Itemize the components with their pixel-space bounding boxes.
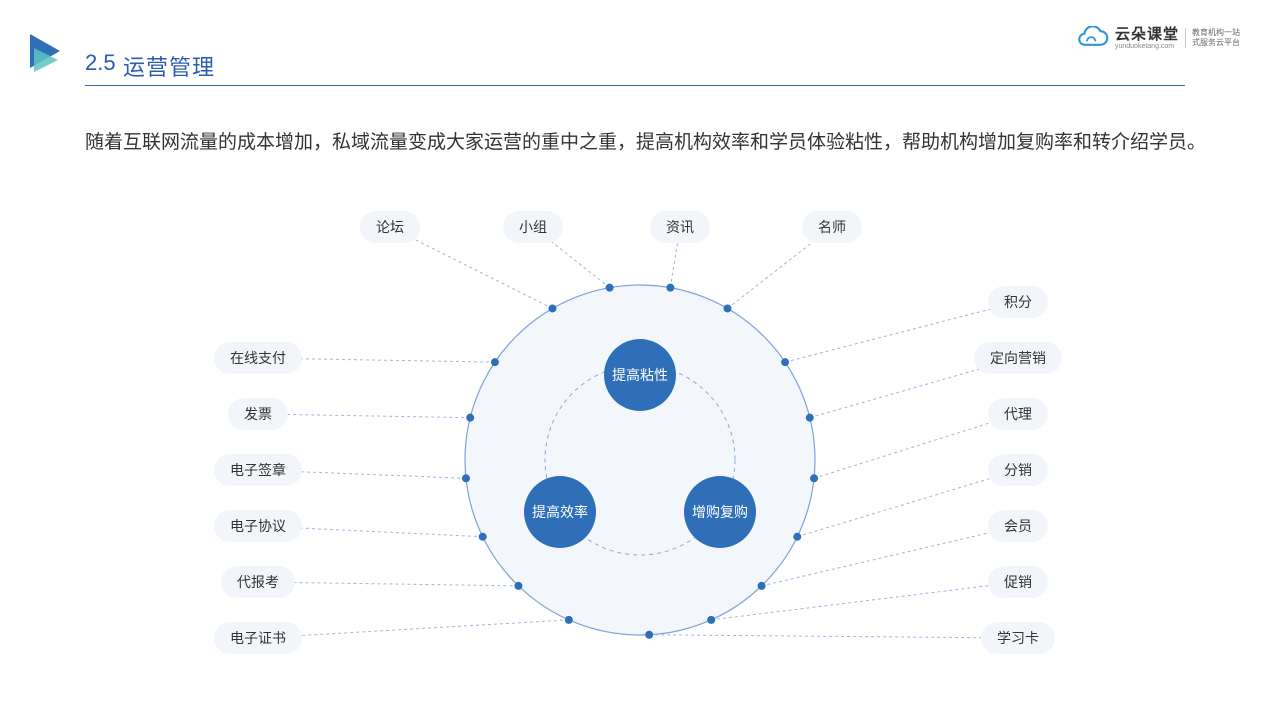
feature-pill: 分销 (988, 454, 1048, 486)
feature-pill: 代报考 (221, 566, 295, 598)
feature-pill: 资讯 (650, 211, 710, 243)
feature-pill: 发票 (228, 398, 288, 430)
feature-pill: 电子签章 (214, 454, 302, 486)
hub-node: 提高效率 (524, 476, 596, 548)
hub-node: 增购复购 (684, 476, 756, 548)
feature-pill: 学习卡 (981, 622, 1055, 654)
diagram-labels: 论坛 小组 资讯 名师积分定向营销代理分销会员促销学习卡 电子证书 代报考 电子协议 电子签章… (0, 0, 1280, 720)
feature-pill: 积分 (988, 286, 1048, 318)
feature-pill: 定向营销 (974, 342, 1062, 374)
feature-pill: 论坛 (360, 211, 420, 243)
feature-pill: 小组 (503, 211, 563, 243)
feature-pill: 名师 (802, 211, 862, 243)
feature-pill: 会员 (988, 510, 1048, 542)
feature-pill: 促销 (988, 566, 1048, 598)
feature-pill: 代理 (988, 398, 1048, 430)
feature-pill: 电子证书 (214, 622, 302, 654)
feature-pill: 电子协议 (214, 510, 302, 542)
feature-pill: 在线支付 (214, 342, 302, 374)
hub-node: 提高粘性 (604, 339, 676, 411)
